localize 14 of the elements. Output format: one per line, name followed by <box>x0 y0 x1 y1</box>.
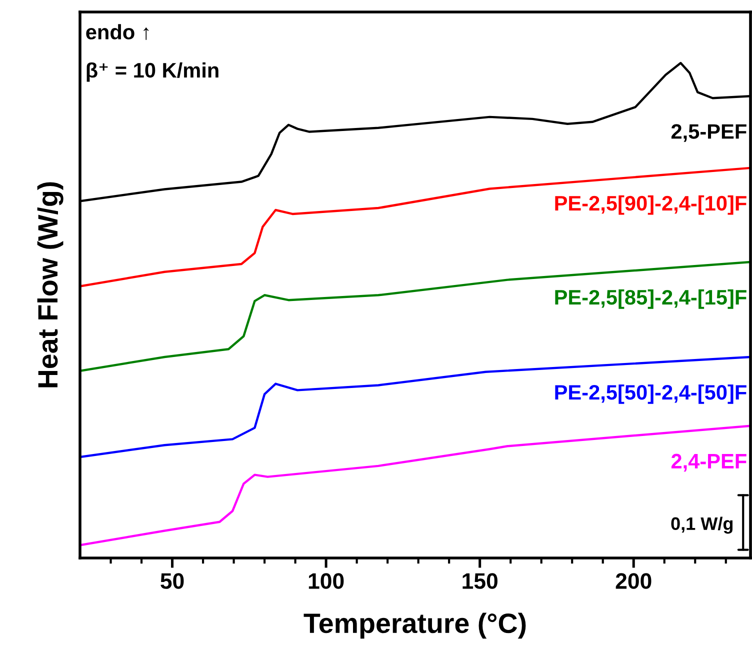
annotation: β⁺ = 10 K/min <box>86 62 218 82</box>
annotation: 0,1 W/g <box>671 516 733 534</box>
x-tick-label: 200 <box>616 573 652 589</box>
x-axis-title: Temperature (°C) <box>304 612 526 639</box>
series-label: PE-2,5[50]-2,4-[50]F <box>555 384 746 404</box>
series-label: PE-2,5[90]-2,4-[10]F <box>555 195 746 215</box>
series-label: PE-2,5[85]-2,4-[15]F <box>555 289 746 309</box>
x-tick-label: 50 <box>160 573 184 589</box>
series-label: 2,5-PEF <box>671 124 746 142</box>
series-label: 2,4-PEF <box>671 454 746 472</box>
y-axis-title: Heat Flow (W/g) <box>37 182 64 388</box>
x-tick-label: 100 <box>308 573 344 589</box>
text: endo ↑ <box>86 24 149 40</box>
x-tick-label: 150 <box>462 573 498 589</box>
